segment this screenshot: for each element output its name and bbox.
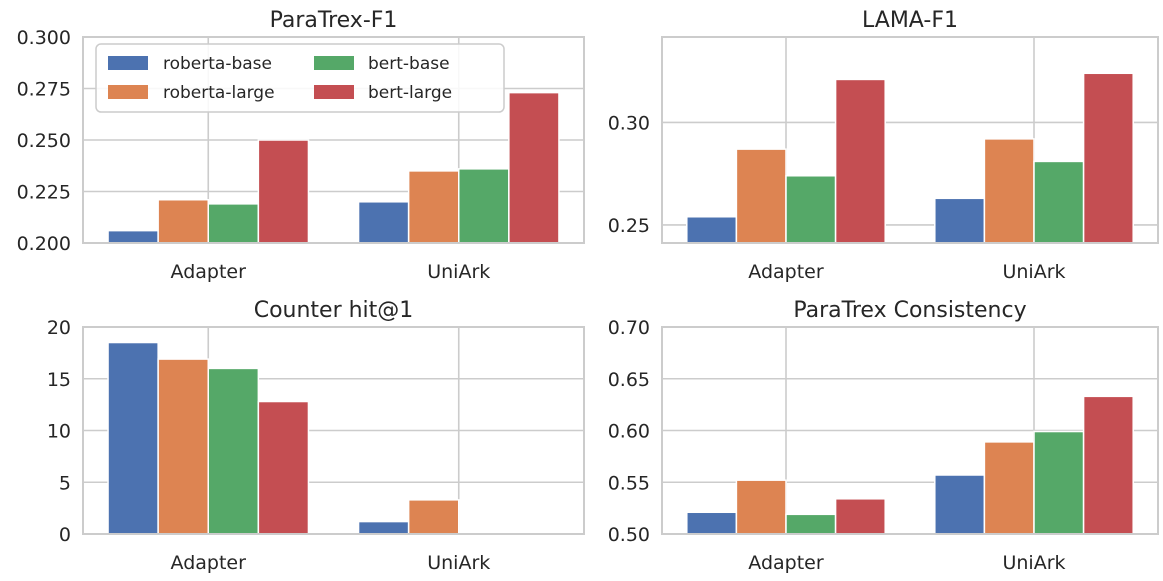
legend-label-roberta-base: roberta-base	[163, 54, 272, 74]
bar-roberta-base-uniark	[934, 474, 986, 535]
chart-panel-4: 0.50 0.55 0.60 0.65 0.70 Adapter UniArk ParaTre…	[608, 298, 1159, 574]
bar-roberta-large-adapter	[157, 198, 209, 244]
bar-bert-base-adapter	[785, 175, 837, 244]
bar-bert-base-uniark	[1033, 430, 1085, 535]
y-tick-label: 0.200	[17, 233, 71, 255]
legend-swatch-roberta-base	[108, 56, 148, 70]
y-tick-label: 5	[59, 472, 71, 494]
x-tick-label: Adapter	[748, 261, 824, 283]
plot-frame	[82, 36, 585, 244]
y-tick-label: 0.65	[608, 369, 650, 391]
x-tick-label: Adapter	[171, 552, 247, 574]
bar-roberta-base-adapter	[107, 341, 159, 535]
chart-title: ParaTrex-F1	[270, 8, 398, 33]
legend-box	[95, 43, 505, 113]
bar-roberta-base-uniark	[357, 201, 410, 244]
bar-bert-large-uniark	[508, 91, 560, 244]
y-tick-label: 15	[47, 369, 71, 391]
bar-roberta-base-uniark	[934, 197, 986, 244]
y-tick-label: 10	[47, 421, 71, 443]
bar-bert-base-adapter	[207, 367, 260, 535]
legend-label-bert-base: bert-base	[368, 54, 450, 74]
x-tick-label: UniArk	[1002, 552, 1065, 574]
plot-frame	[661, 326, 1159, 535]
x-tick-label: Adapter	[748, 552, 824, 574]
y-tick-label: 20	[47, 317, 71, 339]
bar-roberta-large-uniark	[983, 441, 1035, 535]
y-tick-label: 0.55	[608, 472, 650, 494]
chart-title: Counter hit@1	[254, 298, 414, 323]
bar-roberta-large-uniark	[983, 138, 1035, 244]
bar-roberta-base-uniark	[357, 520, 410, 535]
y-tick-label: 0.30	[608, 112, 650, 134]
bar-roberta-large-uniark	[407, 499, 460, 535]
legend: roberta-base roberta-large bert-base bert-l…	[95, 43, 505, 113]
chart-title: ParaTrex Consistency	[793, 298, 1026, 323]
bar-bert-large-uniark	[1082, 395, 1134, 535]
plot-frame	[82, 326, 585, 535]
bar-bert-large-uniark	[1082, 72, 1134, 244]
y-tick-label: 0.275	[17, 79, 71, 101]
bar-roberta-base-adapter	[107, 229, 159, 244]
legend-label-roberta-large: roberta-large	[163, 83, 275, 103]
bar-roberta-large-adapter	[157, 358, 209, 535]
bar-bert-base-adapter	[785, 513, 837, 535]
chart-panel-1: 0.200 0.225 0.250 0.275 0.300 Adapter UniArk Pa…	[17, 8, 585, 283]
bar-bert-large-adapter	[834, 78, 886, 244]
legend-swatch-bert-large	[314, 85, 354, 99]
legend-swatch-bert-base	[314, 56, 354, 70]
y-tick-label: 0.225	[17, 182, 71, 204]
bar-bert-large-adapter	[257, 139, 310, 244]
legend-label-bert-large: bert-large	[368, 83, 452, 103]
bar-roberta-large-adapter	[735, 148, 787, 244]
y-tick-label: 0.50	[608, 524, 650, 546]
chart-panel-3: 0 5 10 15 20 Adapter UniArk Counter hit@1	[47, 298, 585, 574]
bar-bert-base-adapter	[207, 203, 260, 244]
y-tick-label: 0.25	[608, 215, 650, 237]
bar-roberta-large-adapter	[735, 479, 787, 535]
bar-bert-base-uniark	[458, 168, 510, 244]
bar-bert-large-adapter	[257, 400, 310, 535]
bar-bert-base-uniark	[1033, 160, 1085, 244]
bar-roberta-base-adapter	[686, 511, 738, 535]
y-tick-label: 0	[59, 524, 71, 546]
bar-roberta-large-uniark	[407, 170, 460, 244]
bar-bert-large-adapter	[834, 498, 886, 535]
y-tick-label: 0.300	[17, 27, 71, 49]
x-tick-label: UniArk	[427, 261, 490, 283]
chart-panel-2: 0.25 0.30 Adapter UniArk LAMA-F1	[608, 8, 1159, 283]
x-tick-label: UniArk	[1002, 261, 1065, 283]
plot-frame	[661, 36, 1159, 244]
y-tick-label: 0.250	[17, 130, 71, 152]
bar-roberta-base-adapter	[686, 216, 738, 244]
y-tick-label: 0.70	[608, 317, 650, 339]
y-tick-label: 0.60	[608, 421, 650, 443]
x-tick-label: Adapter	[171, 261, 247, 283]
x-tick-label: UniArk	[427, 552, 490, 574]
chart-title: LAMA-F1	[862, 8, 958, 33]
legend-swatch-roberta-large	[108, 85, 148, 99]
